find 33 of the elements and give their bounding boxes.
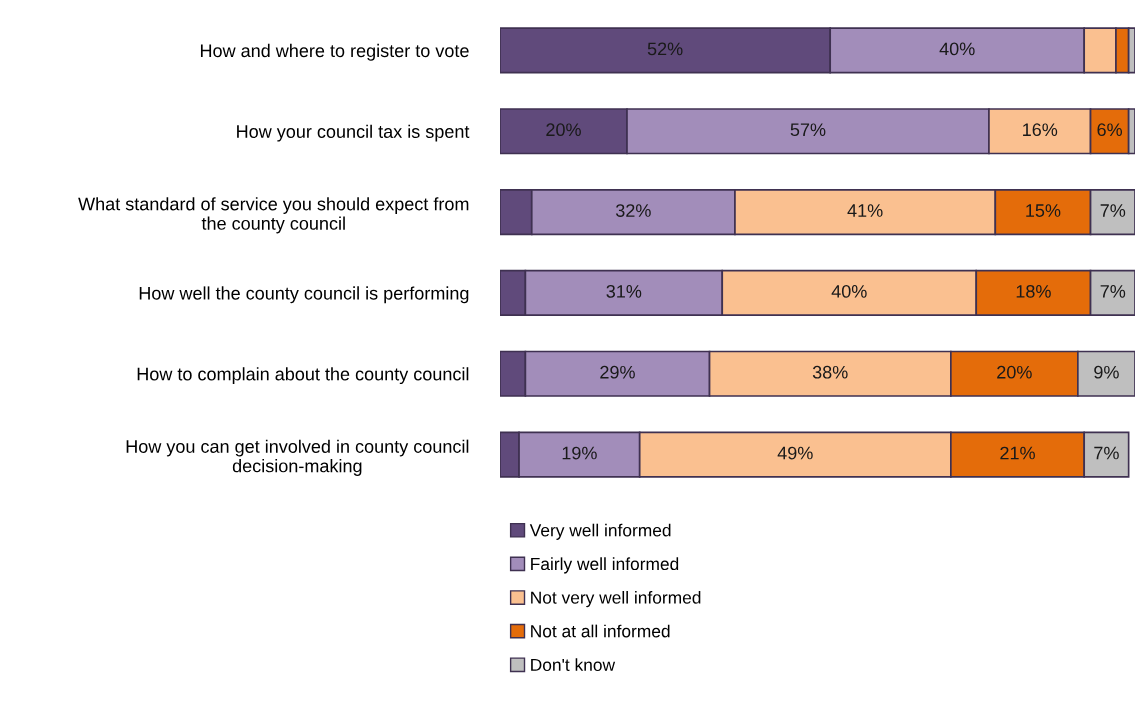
data-label: 57%	[790, 123, 826, 137]
y-tick-label: How and where to register to vote	[200, 43, 469, 61]
y-tick-label: How you can get involved in county council decision-making	[126, 439, 469, 476]
data-label: 9%	[1094, 365, 1119, 379]
data-label: 38%	[812, 365, 848, 379]
data-label: 40%	[831, 284, 867, 298]
data-label: 29%	[600, 365, 635, 379]
data-label: 41%	[847, 204, 883, 217]
y-tick-label: How your council tax is spent	[237, 124, 470, 142]
data-label: 15%	[1026, 204, 1061, 217]
y-tick-label: How well the county council is performing	[139, 286, 469, 304]
data-label: 52%	[647, 42, 683, 56]
data-label: 7%	[1100, 204, 1126, 217]
data-label: 19%	[562, 446, 597, 460]
data-label: 16%	[1023, 123, 1058, 137]
legend-label: Fairly well informed	[531, 557, 679, 574]
data-label: 31%	[606, 284, 642, 298]
data-label: 20%	[546, 123, 581, 137]
data-label: 18%	[1016, 284, 1051, 298]
data-label: 7%	[1094, 446, 1119, 460]
data-label: 21%	[1000, 446, 1035, 460]
legend-label: Don't know	[531, 658, 616, 672]
data-label: 32%	[615, 204, 651, 217]
data-label: 49%	[777, 446, 813, 460]
data-label: 40%	[939, 42, 975, 56]
legend-label: Not at all informed	[531, 624, 670, 638]
legend-label: Very well informed	[529, 523, 671, 540]
data-label: 6%	[1097, 123, 1123, 137]
y-tick-label: How to complain about the county council	[137, 367, 469, 385]
data-label: 20%	[997, 365, 1032, 379]
data-label: 7%	[1100, 285, 1126, 298]
y-tick-label: What standard of service you should expect from the county council	[78, 197, 469, 234]
legend-label: Not very well informed	[531, 590, 701, 608]
